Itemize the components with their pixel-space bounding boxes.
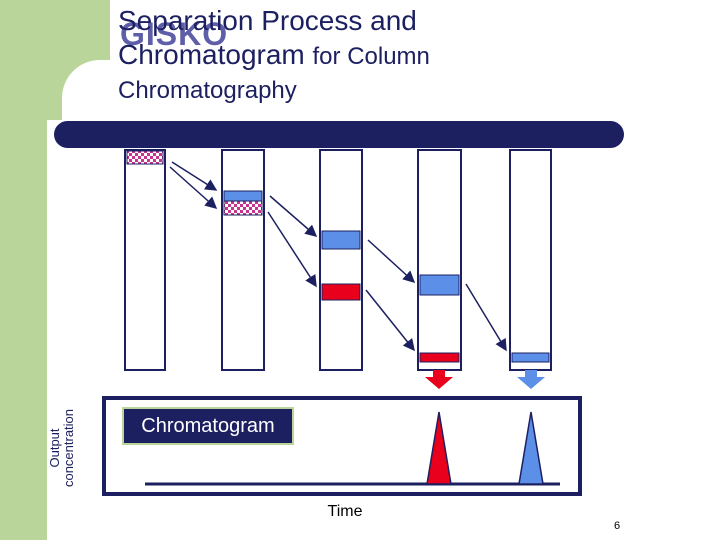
- blue-band: [419, 274, 460, 296]
- column-1: [124, 149, 166, 371]
- y-axis-label-line-2: concentration: [61, 408, 76, 488]
- x-axis-label: Time: [327, 503, 363, 520]
- title-rule-bar: [54, 121, 624, 148]
- title-line-2: Chromatogram for Column: [118, 38, 618, 74]
- red-peak: [426, 411, 452, 485]
- column-4: [417, 149, 462, 371]
- blue-output-arrow: [517, 370, 545, 389]
- blue-band: [223, 190, 263, 202]
- logo-text: GISKO: [120, 16, 229, 52]
- mixture-band: [223, 200, 263, 216]
- red-band: [419, 352, 460, 363]
- page-number: 6: [614, 520, 621, 532]
- red-band: [321, 283, 361, 301]
- y-axis-label-line-1: Output: [47, 428, 62, 468]
- migration-arrows: [169, 161, 507, 352]
- title-line-2-main: Chromatogram: [118, 39, 305, 70]
- chromatogram-label: Chromatogram: [122, 407, 294, 445]
- blue-band: [321, 230, 361, 250]
- blue-band: [511, 352, 550, 363]
- title-line-1: Separation Process and: [118, 5, 417, 36]
- column-3: [319, 149, 363, 371]
- column-2: [221, 149, 265, 371]
- title-line-3: Chromatography: [118, 77, 297, 104]
- title-line-2-suffix: for Column: [312, 43, 430, 70]
- y-axis-label: Output concentration: [47, 388, 76, 508]
- mixture-band: [126, 150, 164, 165]
- column-5: [509, 149, 552, 371]
- chromatogram-frame: [102, 396, 582, 496]
- red-output-arrow: [425, 370, 453, 389]
- slide-title: Separation Process and Chromatogram for …: [118, 4, 618, 108]
- blue-peak: [518, 411, 544, 485]
